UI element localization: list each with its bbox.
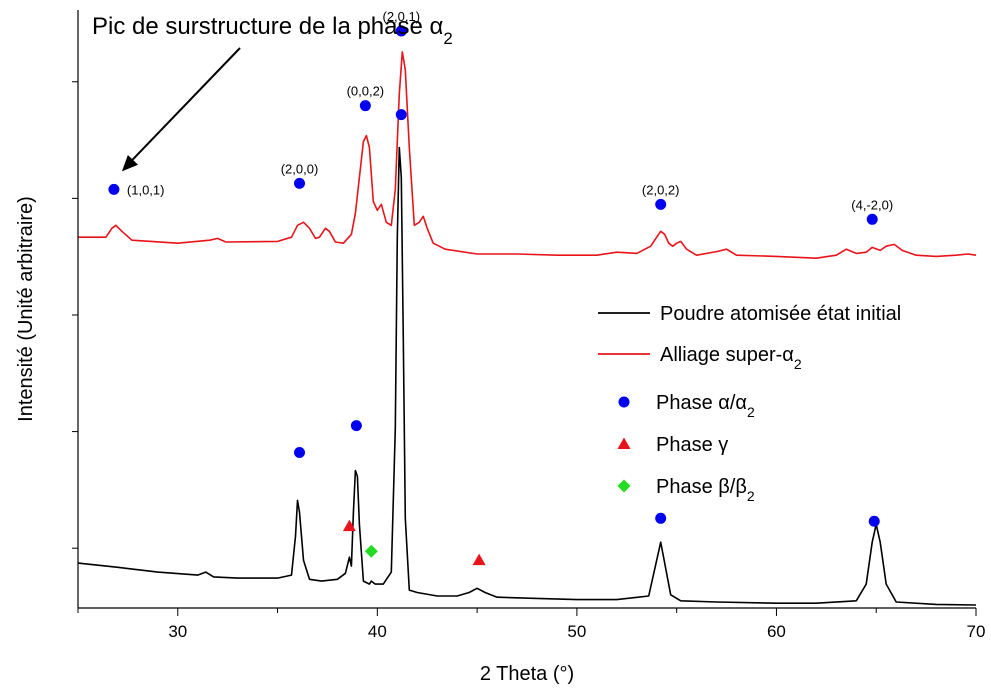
peak-label-1: (2,0,0) — [281, 161, 319, 176]
annotation-text: Pic de surstructure de la phase α2 — [92, 13, 453, 48]
axes: 30 40 50 60 70 2 Theta (°) Intensité (Unité ar… — [15, 10, 985, 685]
marker-alpha-8 — [350, 420, 362, 432]
x-tick-label-50: 50 — [567, 622, 586, 641]
marker-alpha-5 — [866, 213, 878, 225]
marker-alpha-4 — [655, 198, 667, 210]
marker-alpha-3 — [395, 25, 407, 37]
annotation-arrow-line — [129, 47, 241, 164]
marker-beta-0 — [364, 544, 378, 558]
marker-gamma-0 — [342, 519, 356, 532]
legend-label-beta: Phase β/β2 — [656, 476, 755, 504]
marker-alpha-2 — [359, 100, 371, 112]
x-axis-title: 2 Theta (°) — [480, 663, 574, 685]
marker-alpha-1 — [294, 177, 306, 189]
annotation-arrow-head — [121, 155, 138, 172]
peak-label-0: (1,0,1) — [127, 182, 165, 197]
peak-label-4: (2,0,2) — [642, 182, 680, 197]
legend-swatch-alpha — [618, 396, 630, 408]
x-tick-label-60: 60 — [767, 622, 786, 641]
legend: Poudre atomisée état initial Alliage supe… — [598, 303, 901, 504]
legend-label-alpha: Phase α/α2 — [656, 392, 755, 420]
marker-alpha-10 — [868, 515, 880, 527]
legend-label-series-0: Poudre atomisée état initial — [660, 303, 901, 325]
series-line-super-alpha2-alloy — [78, 51, 977, 259]
legend-label-series-1: Alliage super-α2 — [660, 344, 802, 372]
marker-alpha-9 — [655, 512, 667, 524]
legend-swatch-gamma — [617, 437, 631, 449]
marker-alpha-6 — [395, 109, 407, 121]
peak-label-2: (0,0,2) — [347, 84, 385, 99]
peak-label-3: (2,0,1) — [382, 9, 420, 24]
marker-alpha-7 — [294, 447, 306, 459]
x-tick-label-30: 30 — [168, 622, 187, 641]
plot-area — [77, 25, 977, 606]
legend-label-gamma: Phase γ — [656, 434, 728, 456]
peak-label-5: (4,-2,0) — [851, 197, 893, 212]
x-tick-label-40: 40 — [368, 622, 387, 641]
marker-alpha-0 — [108, 183, 120, 195]
series-line-initial-powder — [77, 146, 977, 606]
marker-gamma-1 — [472, 553, 486, 566]
x-tick-label-70: 70 — [967, 622, 986, 641]
legend-swatch-beta — [617, 479, 631, 493]
peak-labels: (1,0,1) (2,0,0) (0,0,2) (2,0,1) (2,0,2) (4,-2… — [127, 9, 893, 212]
annotation: Pic de surstructure de la phase α2 — [92, 13, 453, 172]
y-axis-title: Intensité (Unité arbitraire) — [15, 196, 37, 422]
